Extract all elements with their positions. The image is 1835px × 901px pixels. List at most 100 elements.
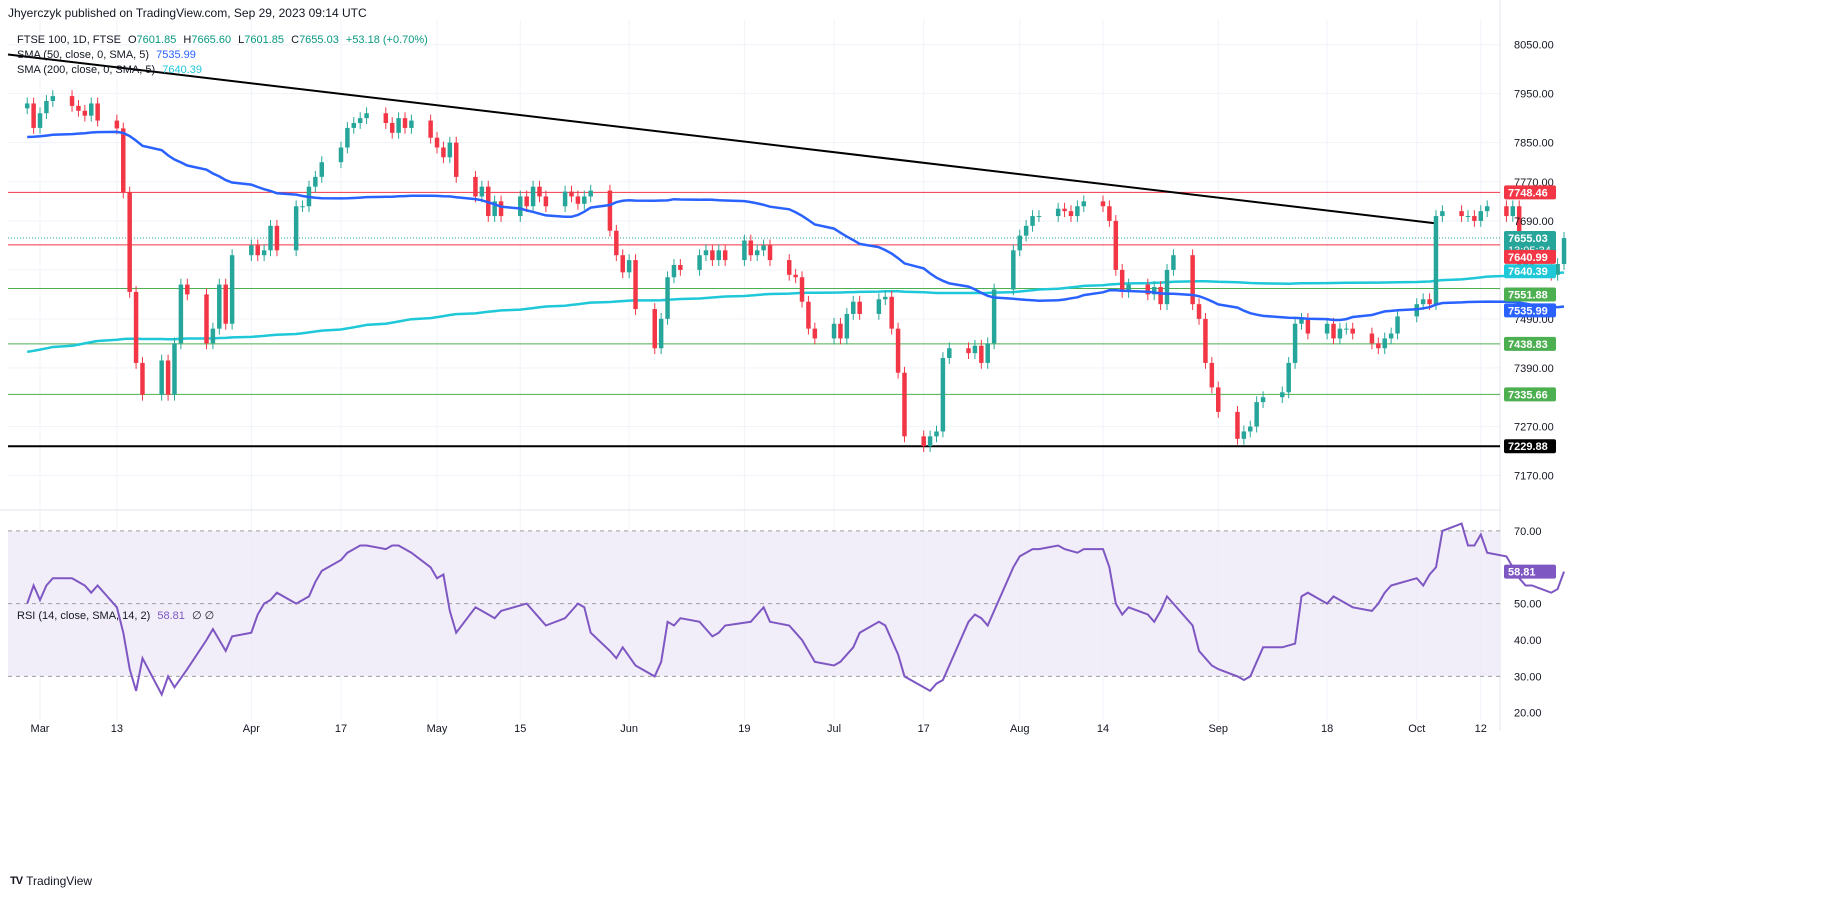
time-tick: Aug: [1010, 723, 1030, 735]
candle-body: [1081, 201, 1087, 207]
candle-body: [633, 260, 638, 310]
candles: [24, 90, 1567, 453]
candle-body: [210, 328, 216, 344]
label-7748-bg: [1504, 185, 1556, 200]
candle-body: [204, 294, 209, 344]
rsi-tick: 40.00: [1514, 635, 1542, 647]
sma200-legend[interactable]: SMA (200, close, 0, SMA, 5) 7640.39: [17, 64, 202, 76]
candle-body: [1280, 392, 1285, 398]
candle-body: [876, 299, 882, 314]
candle-body: [665, 277, 670, 319]
candle-body: [812, 328, 818, 339]
candle-body: [121, 128, 126, 193]
candle-body: [1209, 362, 1215, 388]
sma50-path: [27, 130, 1565, 322]
label-7229: 7229.88: [1508, 441, 1548, 453]
candle-body: [1235, 411, 1240, 439]
sma50-legend[interactable]: SMA (50, close, 0, SMA, 5) 7535.99: [17, 49, 196, 61]
candle-body: [722, 250, 728, 261]
candle-body: [947, 348, 952, 359]
label-sma50-bg: [1504, 303, 1556, 318]
publisher-line: Jhyerczyk published on TradingView.com, …: [8, 6, 367, 20]
trendline: [7, 53, 1437, 225]
candle-body: [1555, 264, 1560, 275]
support-resistance-lines: [8, 191, 1500, 448]
low-value: 7601.85: [244, 34, 285, 46]
candle-body: [543, 196, 549, 207]
label-7335: 7335.66: [1508, 389, 1548, 401]
label-last-price: 7655.03: [1508, 233, 1548, 245]
candle-body: [1465, 216, 1471, 218]
rsi-value: 58.81: [157, 610, 185, 622]
sma200-value: 7640.39: [162, 64, 202, 76]
candle-body: [95, 103, 100, 121]
candle-body: [351, 123, 357, 128]
price-tick: 8050.00: [1514, 40, 1554, 52]
candle-body: [1113, 220, 1119, 270]
candle-body: [473, 176, 478, 197]
label-7229-bg: [1504, 439, 1556, 454]
time-tick: Sep: [1208, 723, 1228, 735]
candle-body: [1484, 206, 1490, 212]
candle-body: [671, 265, 677, 278]
candle-body: [1158, 287, 1163, 305]
rsi-extra: ∅ ∅: [191, 610, 215, 622]
price-tick: 7270.00: [1514, 422, 1554, 434]
time-tick: 19: [738, 723, 750, 735]
candle-body: [1331, 323, 1336, 339]
candle-body: [1459, 211, 1464, 217]
candle-body: [383, 113, 389, 124]
candle-body: [678, 265, 683, 270]
candle-body: [575, 196, 581, 204]
price-tick: 7390.00: [1514, 363, 1554, 375]
rsi-legend[interactable]: RSI (14, close, SMA, 14, 2) 58.81 ∅ ∅: [17, 609, 214, 622]
rsi-tick: 50.00: [1514, 599, 1542, 611]
candle-body: [1376, 343, 1381, 349]
candle-body: [626, 260, 632, 273]
time-axis[interactable]: Mar 13 Apr 17 May 15 Jun 19 Jul 17 Aug 14 Sep 18 Oct 12: [31, 723, 1487, 735]
candle-body: [703, 250, 709, 256]
candle-body: [607, 190, 613, 231]
candle-body: [1260, 397, 1266, 403]
candle-body: [127, 192, 132, 292]
time-tick: 12: [1475, 723, 1487, 735]
candle-body: [492, 201, 497, 217]
candle-body: [1036, 216, 1042, 218]
candle-body: [223, 284, 228, 324]
time-tick: 13: [111, 723, 123, 735]
candle-body: [1011, 250, 1016, 290]
label-7640-99-bg: [1504, 249, 1556, 264]
change-value: +53.18 (+0.70%): [345, 34, 428, 46]
rsi-tick: 70.00: [1514, 526, 1542, 538]
symbol-name: FTSE 100, 1D, FTSE: [17, 34, 121, 46]
footer-brand[interactable]: TV TradingView: [10, 874, 92, 888]
price-axis[interactable]: 7170.007270.007390.007490.007590.007690.…: [1504, 40, 1556, 720]
candle-body: [345, 127, 350, 148]
candle-body: [658, 318, 664, 349]
candle-body: [1030, 216, 1035, 226]
candle-body: [1023, 225, 1029, 236]
candle-body: [357, 118, 363, 124]
candle-body: [927, 436, 933, 447]
candle-body: [1382, 338, 1387, 349]
label-7640-99: 7640.99: [1508, 252, 1548, 264]
candle-body: [1420, 299, 1426, 305]
sma50-line: [27, 130, 1565, 322]
candle-body: [1472, 216, 1477, 221]
low-label: L: [238, 34, 245, 46]
candle-body: [396, 118, 401, 133]
candle-body: [972, 345, 978, 354]
candle-body: [652, 309, 657, 349]
time-tick: 18: [1321, 723, 1333, 735]
candle-body: [1440, 211, 1445, 217]
candle-body: [1504, 206, 1509, 217]
candle-body: [268, 225, 273, 251]
candle-body: [1299, 318, 1304, 324]
rsi-path: [26, 522, 1565, 697]
candle-body: [479, 186, 485, 197]
candle-body: [1350, 328, 1355, 334]
price-tick: 7170.00: [1514, 471, 1554, 483]
candle-body: [249, 245, 254, 256]
label-7438: 7438.83: [1508, 339, 1548, 351]
